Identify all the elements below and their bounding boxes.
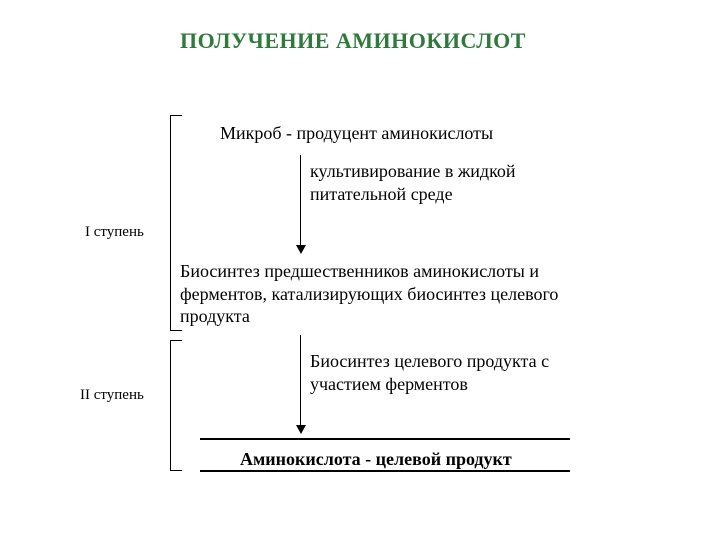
arrow-2-stem [300, 335, 301, 425]
bracket-stage1-top [170, 115, 182, 116]
node-microbe: Микроб - продуцент аминокислоты [220, 122, 493, 145]
node-cultivation-line1: культивирование в жидкой [310, 161, 516, 181]
node-target-line1: Биосинтез целевого продукта с [310, 351, 549, 371]
arrow-1-stem [300, 155, 301, 245]
stage2-label: II ступень [80, 386, 144, 405]
node-final-product: Аминокислота - целевой продукт [240, 448, 512, 471]
diagram-canvas: ПОЛУЧЕНИЕ АМИНОКИСЛОТ I ступень II ступе… [0, 0, 720, 540]
bracket-stage1-bottom [170, 330, 182, 331]
arrow-1-head [296, 245, 306, 254]
node-precursors: Биосинтез предшественников аминокислоты … [180, 260, 610, 328]
final-rule-top [200, 438, 570, 440]
bracket-stage1-vertical [170, 115, 171, 330]
final-rule-bottom [200, 470, 570, 472]
node-cultivation-line2: питательной среде [310, 184, 453, 204]
node-precursors-line3: продукта [180, 306, 250, 326]
bracket-stage2-bottom [170, 470, 182, 471]
arrow-2-head [296, 425, 306, 434]
node-target-line2: участием ферментов [310, 374, 468, 394]
node-target-biosynthesis: Биосинтез целевого продукта с участием ф… [310, 350, 549, 395]
node-precursors-line1: Биосинтез предшественников аминокислоты … [180, 261, 539, 281]
page-title: ПОЛУЧЕНИЕ АМИНОКИСЛОТ [180, 28, 526, 54]
stage1-label: I ступень [85, 223, 144, 242]
bracket-stage2-top [170, 340, 182, 341]
node-precursors-line2: ферментов, катализирующих биосинтез целе… [180, 284, 558, 304]
bracket-stage2-vertical [170, 340, 171, 470]
node-cultivation: культивирование в жидкой питательной сре… [310, 160, 516, 205]
